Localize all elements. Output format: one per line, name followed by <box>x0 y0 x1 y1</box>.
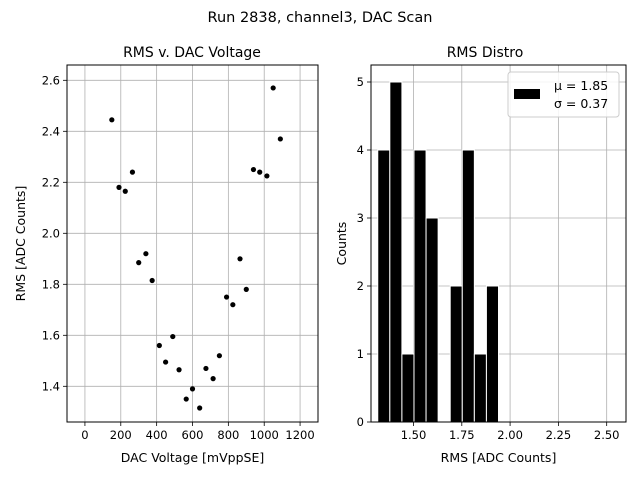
scatter-point <box>163 359 169 365</box>
scatter-ticks: 0 200 400 600 800 1000 1200 1.4 1.6 1.8 2.0 2.2 2.4 2… <box>42 73 315 442</box>
histogram-ytick-label: 1 <box>357 347 364 361</box>
scatter-ytick-label: 2.4 <box>42 124 60 138</box>
scatter-ytick-label: 1.8 <box>42 277 60 291</box>
scatter-point <box>237 256 243 262</box>
histogram-bar <box>413 149 427 423</box>
scatter-panel: RMS v. DAC Voltage 0 200 400 600 800 1000 1200… <box>13 45 319 465</box>
legend-mu-text: μ = 1.85 <box>554 78 608 93</box>
scatter-xlabel: DAC Voltage [mVppSE] <box>121 450 264 465</box>
scatter-point <box>216 353 222 359</box>
scatter-point <box>109 117 115 123</box>
histogram-xtick-label: 1.75 <box>449 428 475 442</box>
scatter-ytick-label: 2.0 <box>42 226 60 240</box>
histogram-xtick-label: 1.50 <box>401 428 427 442</box>
scatter-ytick-label: 2.6 <box>42 73 60 87</box>
histogram-xtick-label: 2.00 <box>497 428 523 442</box>
scatter-point <box>230 302 236 308</box>
histogram-bar <box>377 149 391 423</box>
histogram-bar <box>449 285 463 423</box>
scatter-point <box>116 184 122 190</box>
histogram-xtick-label: 2.50 <box>594 428 620 442</box>
scatter-point <box>264 173 270 179</box>
scatter-ylabel: RMS [ADC Counts] <box>13 186 28 302</box>
histogram-bar <box>401 353 415 423</box>
scatter-ytick-label: 1.4 <box>42 379 60 393</box>
histogram-bar <box>461 149 475 423</box>
scatter-xtick-label: 1000 <box>250 428 279 442</box>
legend-sigma-text: σ = 0.37 <box>554 96 608 111</box>
scatter-point <box>223 294 230 300</box>
scatter-point <box>270 85 276 91</box>
histogram-ytick-label: 5 <box>357 75 364 89</box>
scatter-point <box>156 342 162 349</box>
scatter-title: RMS v. DAC Voltage <box>123 45 261 61</box>
scatter-xtick-label: 400 <box>146 428 168 442</box>
histogram-legend: μ = 1.85 σ = 0.37 <box>507 71 620 118</box>
histogram-ylabel: Counts <box>334 222 349 266</box>
legend-box <box>507 71 620 118</box>
scatter-grid <box>67 65 318 422</box>
histogram-ytick-label: 4 <box>357 143 364 157</box>
scatter-point <box>277 136 283 142</box>
scatter-point <box>183 396 189 402</box>
scatter-xtick-label: 200 <box>110 428 132 442</box>
figure-suptitle: Run 2838, channel3, DAC Scan <box>208 10 433 26</box>
histogram-xlabel: RMS [ADC Counts] <box>441 450 557 465</box>
scatter-xtick-label: 600 <box>182 428 204 442</box>
scatter-xtick-label: 1200 <box>285 428 314 442</box>
histogram-ytick-label: 0 <box>357 415 364 429</box>
histogram-ticks: 1.50 1.75 2.00 2.25 2.50 0 1 2 3 4 5 <box>357 75 620 442</box>
scatter-point <box>243 286 249 292</box>
scatter-point <box>170 333 176 340</box>
histogram-bar <box>425 217 439 423</box>
scatter-point <box>149 277 155 284</box>
scatter-point <box>122 188 128 194</box>
scatter-point <box>136 260 142 266</box>
histogram-bar <box>485 285 500 423</box>
histogram-axes-frame <box>370 64 627 423</box>
scatter-point <box>143 251 149 257</box>
histogram-bar <box>473 353 487 423</box>
histogram-panel: RMS Distro 1.50 1.75 2.00 2.25 2.50 0 1 2 3 4 5 RM… <box>334 45 627 465</box>
histogram-xtick-label: 2.25 <box>546 428 572 442</box>
histogram-ytick-label: 2 <box>357 279 364 293</box>
scatter-points <box>109 85 283 411</box>
histogram-bars <box>377 81 500 423</box>
histogram-ytick-label: 3 <box>357 211 364 225</box>
scatter-ytick-label: 2.2 <box>42 175 60 189</box>
scatter-point <box>203 365 209 372</box>
scatter-point <box>129 169 136 175</box>
scatter-point <box>210 376 216 382</box>
scatter-xtick-label: 800 <box>217 428 239 442</box>
scatter-xtick-label: 0 <box>81 428 88 442</box>
histogram-title: RMS Distro <box>447 45 524 61</box>
scatter-point <box>250 166 257 173</box>
histogram-bar <box>389 81 403 423</box>
scatter-ytick-label: 1.6 <box>42 328 60 342</box>
legend-swatch <box>514 89 540 99</box>
scatter-point <box>176 367 182 373</box>
scatter-point <box>197 405 203 411</box>
scatter-point <box>189 386 196 392</box>
scatter-point <box>257 169 263 175</box>
